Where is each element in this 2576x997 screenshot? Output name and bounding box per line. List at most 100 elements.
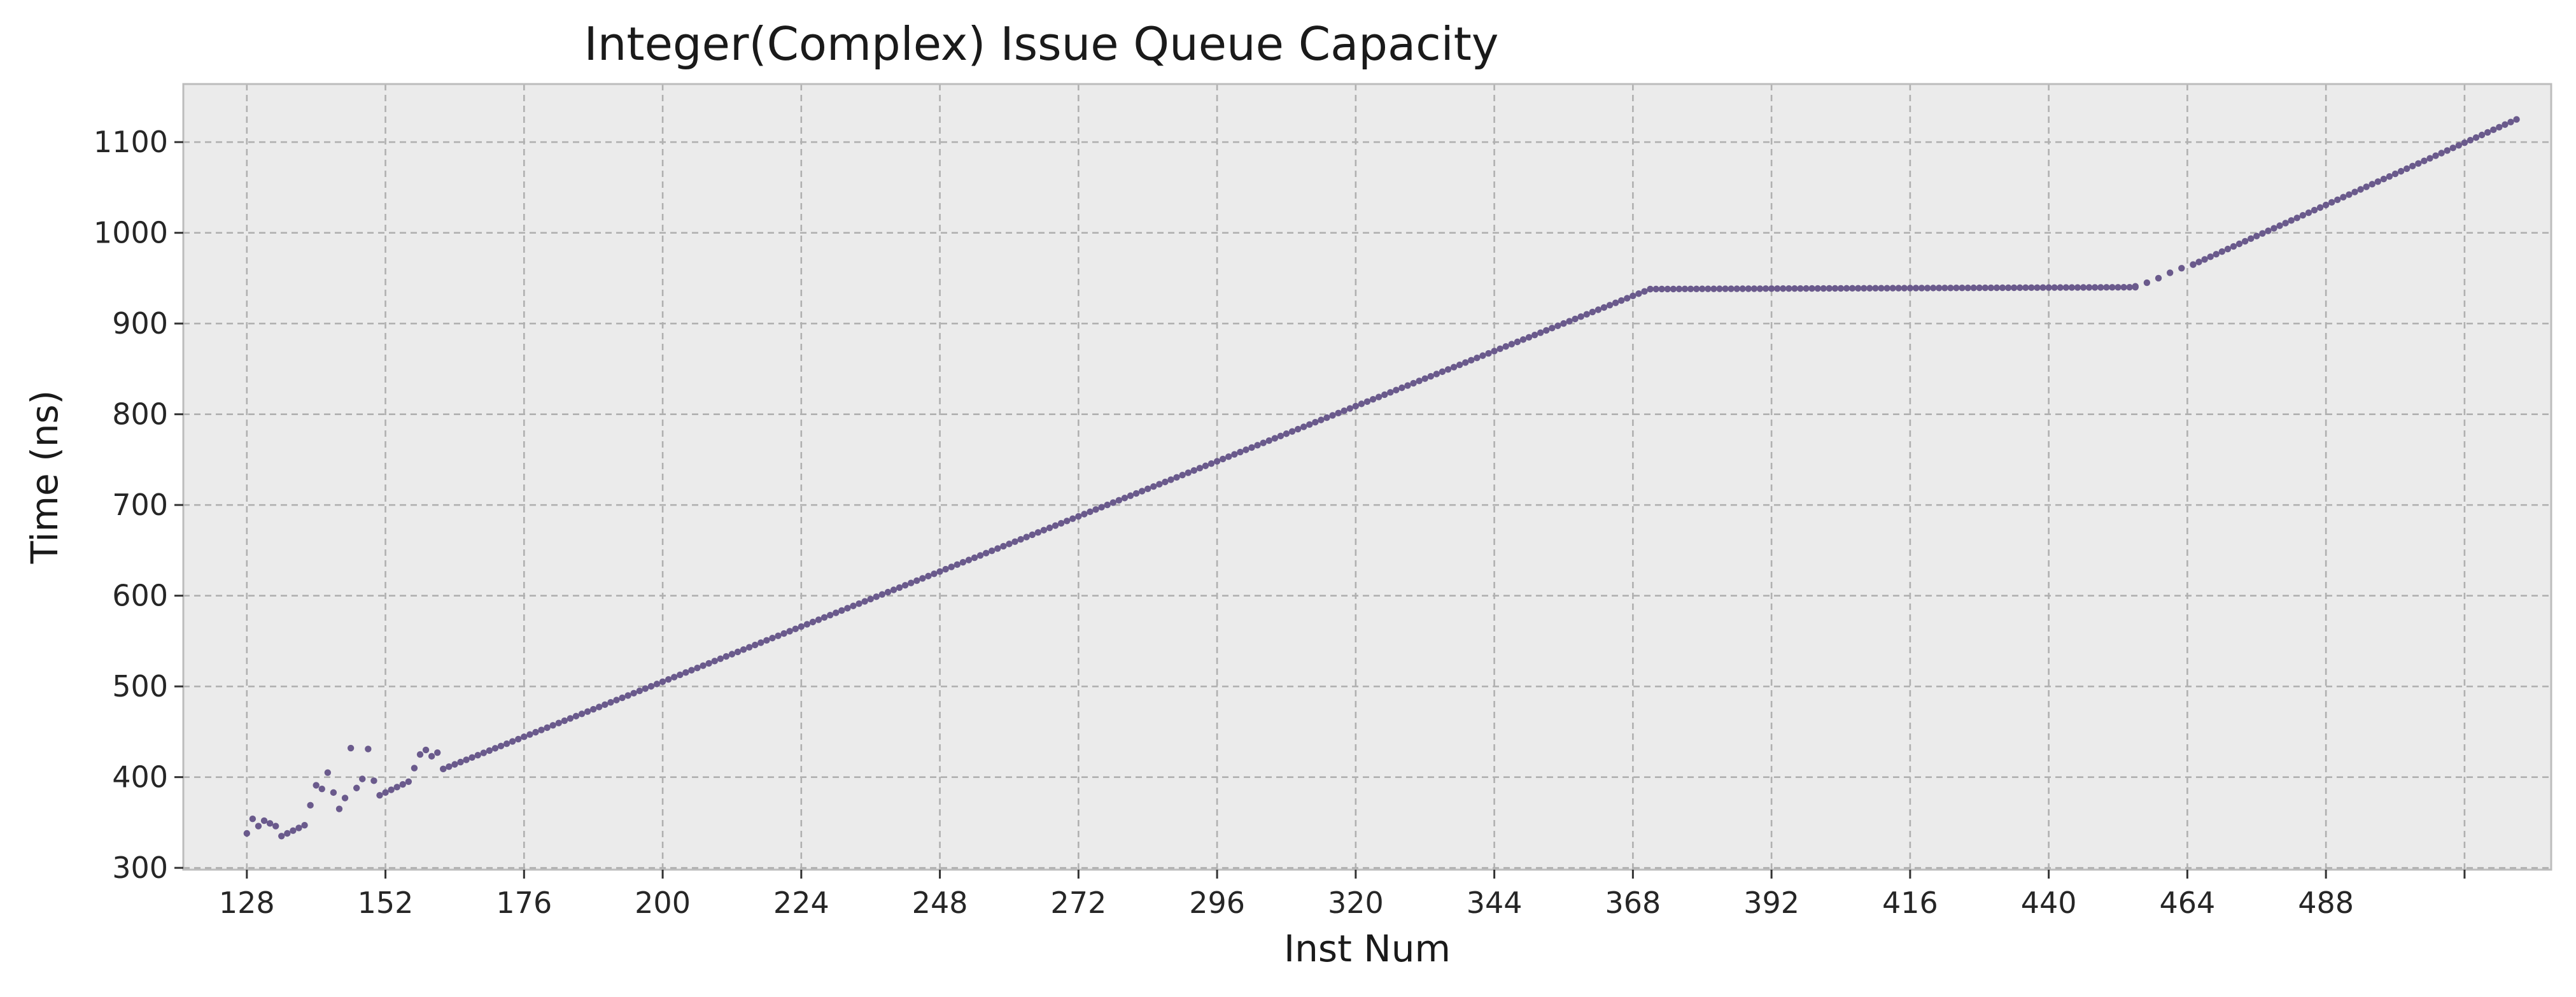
x-tick-label: 416 [1882,886,1938,920]
data-point [2109,284,2116,291]
data-point [2022,284,2029,292]
data-point [2403,165,2411,173]
data-point [2478,131,2486,139]
data-point [884,588,892,596]
data-point [1341,407,1348,414]
data-point [2415,160,2422,167]
data-point [2346,191,2353,198]
data-point [624,692,631,699]
data-point [1843,285,1850,292]
data-point [2409,162,2416,170]
data-point [1855,285,1862,292]
data-point [347,744,355,752]
data-point [411,765,418,772]
data-point [1895,285,1902,292]
y-tick-label: 1000 [94,216,168,250]
data-point [1271,435,1279,442]
data-point [596,704,603,711]
data-point [2062,284,2070,291]
data-point [2241,237,2249,245]
data-point [405,778,412,785]
data-point [1641,288,1648,295]
y-axis-label: Time (ns) [23,390,66,565]
data-point [2380,176,2388,183]
x-tick-label: 344 [1467,886,1523,920]
data-point [1098,504,1105,511]
data-point [2328,199,2335,206]
data-point [1606,302,1614,309]
data-point [1883,285,1890,292]
data-point [1185,469,1192,476]
x-tick-label: 368 [1605,886,1661,920]
data-point [2143,279,2151,286]
data-point [740,646,747,653]
data-point [2235,240,2243,248]
data-point [1167,476,1174,483]
data-point [2496,124,2503,131]
x-tick-label: 248 [912,886,968,920]
data-point [1814,285,1821,292]
data-point [2097,284,2104,291]
data-point [694,664,701,672]
data-point [1433,371,1440,378]
data-point [1872,285,1879,292]
data-point [330,789,337,796]
data-point [1728,285,1735,292]
data-point [468,754,475,761]
data-point [786,628,793,635]
data-point [538,726,545,733]
data-point [2334,196,2341,203]
data-point [1716,285,1723,292]
data-point [1092,506,1099,513]
data-point [1248,444,1255,451]
data-point [700,662,707,669]
data-point [1352,402,1360,410]
data-point [642,685,649,692]
data-point [636,688,643,695]
data-point [2455,142,2463,149]
data-point [2288,217,2295,224]
data-point [1387,389,1394,396]
data-point [1675,285,1683,293]
data-point [1773,285,1781,292]
data-point [1976,284,1983,292]
data-point [2253,232,2260,239]
data-point [2092,284,2099,291]
data-point [2224,245,2232,253]
data-point [549,722,556,729]
data-point [1052,522,1059,529]
data-point [2374,178,2382,185]
data-point [1312,419,1319,426]
data-point [1000,542,1007,550]
data-points [243,116,2520,840]
data-point [1121,495,1129,502]
data-point [682,669,689,676]
data-point [313,782,320,789]
data-point [1427,372,1435,380]
data-point [931,570,938,577]
data-point [959,559,967,566]
data-point [1063,518,1071,525]
data-point [630,689,637,697]
data-point [873,593,880,600]
data-point [1797,285,1804,292]
data-point [769,635,776,642]
data-point [2322,201,2330,209]
data-point [1375,393,1383,400]
data-point [1889,285,1896,292]
data-point [572,712,580,720]
data-point [1138,488,1146,495]
data-point [2213,251,2220,258]
data-point [908,579,915,586]
data-point [1156,481,1163,488]
data-point [1363,398,1371,405]
data-point [867,595,874,603]
data-point [1006,541,1013,548]
data-point [2195,258,2202,265]
data-point [1577,313,1584,320]
data-point [1479,352,1486,359]
data-point [613,696,620,704]
data-point [2432,152,2439,159]
plot-frame [182,83,2552,871]
data-point [509,738,516,745]
